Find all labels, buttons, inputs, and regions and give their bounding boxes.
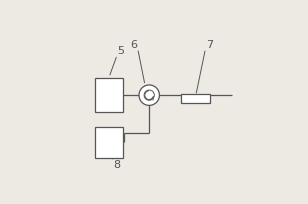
Circle shape	[139, 85, 160, 105]
FancyArrowPatch shape	[151, 97, 153, 100]
Text: 6: 6	[130, 40, 137, 50]
Bar	[95, 78, 123, 112]
Text: 5: 5	[117, 46, 124, 56]
Text: 8: 8	[113, 160, 120, 170]
Text: 7: 7	[206, 40, 213, 50]
Bar	[95, 126, 123, 158]
Bar	[181, 94, 210, 103]
